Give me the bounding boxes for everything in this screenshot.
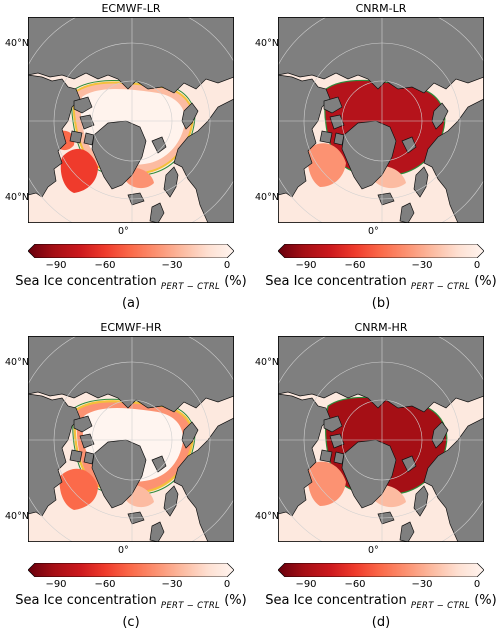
- lon-label: 0°: [118, 226, 129, 237]
- colorbar: [278, 244, 484, 258]
- lon-label: 0°: [118, 545, 129, 556]
- lat-label-top: 40°N: [5, 38, 29, 49]
- lat-label-top: 40°N: [5, 357, 29, 368]
- colorbar-label: Sea Ice concentration PERT − CTRL (%): [265, 274, 497, 292]
- colorbar-tick: −90: [45, 260, 67, 271]
- lat-label-bottom: 40°N: [5, 192, 29, 203]
- colorbar-tick: −90: [45, 579, 67, 590]
- panel-title: ECMWF-LR: [101, 2, 161, 15]
- colorbar-tick: −30: [411, 260, 433, 271]
- lat-label-bottom: 40°N: [255, 192, 279, 203]
- lat-label-bottom: 40°N: [255, 511, 279, 522]
- colorbar: [28, 563, 234, 577]
- colorbar: [278, 563, 484, 577]
- colorbar-tick: −30: [411, 579, 433, 590]
- panel-title: CNRM-LR: [355, 2, 407, 15]
- colorbar-tick: 0: [473, 260, 481, 271]
- lat-label-bottom: 40°N: [5, 511, 29, 522]
- colorbar-label: Sea Ice concentration PERT − CTRL (%): [15, 274, 247, 292]
- panel-label: (a): [121, 296, 141, 311]
- sea-ice-map: [278, 336, 484, 542]
- lat-label-top: 40°N: [255, 357, 279, 368]
- panel-label: (b): [371, 296, 391, 311]
- panel-title: ECMWF-HR: [100, 321, 162, 334]
- lon-label: 0°: [368, 226, 379, 237]
- colorbar-tick: −90: [295, 579, 317, 590]
- colorbar-tick: 0: [223, 579, 231, 590]
- lat-label-top: 40°N: [255, 38, 279, 49]
- colorbar: [28, 244, 234, 258]
- panel-a: ECMWF-LR 40°N 40°N 0° −90 −60 −30 0 Sea …: [0, 0, 250, 319]
- colorbar-tick: −60: [94, 579, 116, 590]
- colorbar-tick: 0: [223, 260, 231, 271]
- sea-ice-map: [28, 17, 234, 223]
- colorbar-tick: −30: [161, 579, 183, 590]
- colorbar-tick: 0: [473, 579, 481, 590]
- colorbar-tick: −30: [161, 260, 183, 271]
- colorbar-label: Sea Ice concentration PERT − CTRL (%): [265, 593, 497, 611]
- colorbar-label: Sea Ice concentration PERT − CTRL (%): [15, 593, 247, 611]
- colorbar-tick: −60: [94, 260, 116, 271]
- colorbar-tick: −60: [344, 260, 366, 271]
- panel-title: CNRM-HR: [354, 321, 408, 334]
- colorbar-tick: −60: [344, 579, 366, 590]
- panel-d: CNRM-HR 40°N 40°N 0° −90 −60 −30 0 Sea I…: [250, 319, 500, 638]
- panel-label: (d): [371, 615, 391, 630]
- panel-b: CNRM-LR 40°N 40°N 0° −90 −60 −30 0 Sea I…: [250, 0, 500, 319]
- sea-ice-map: [28, 336, 234, 542]
- lon-label: 0°: [368, 545, 379, 556]
- panel-c: ECMWF-HR 40°N 40°N 0° −90 −60 −30 0 Sea …: [0, 319, 250, 638]
- sea-ice-map: [278, 17, 484, 223]
- panel-label: (c): [122, 615, 140, 630]
- colorbar-tick: −90: [295, 260, 317, 271]
